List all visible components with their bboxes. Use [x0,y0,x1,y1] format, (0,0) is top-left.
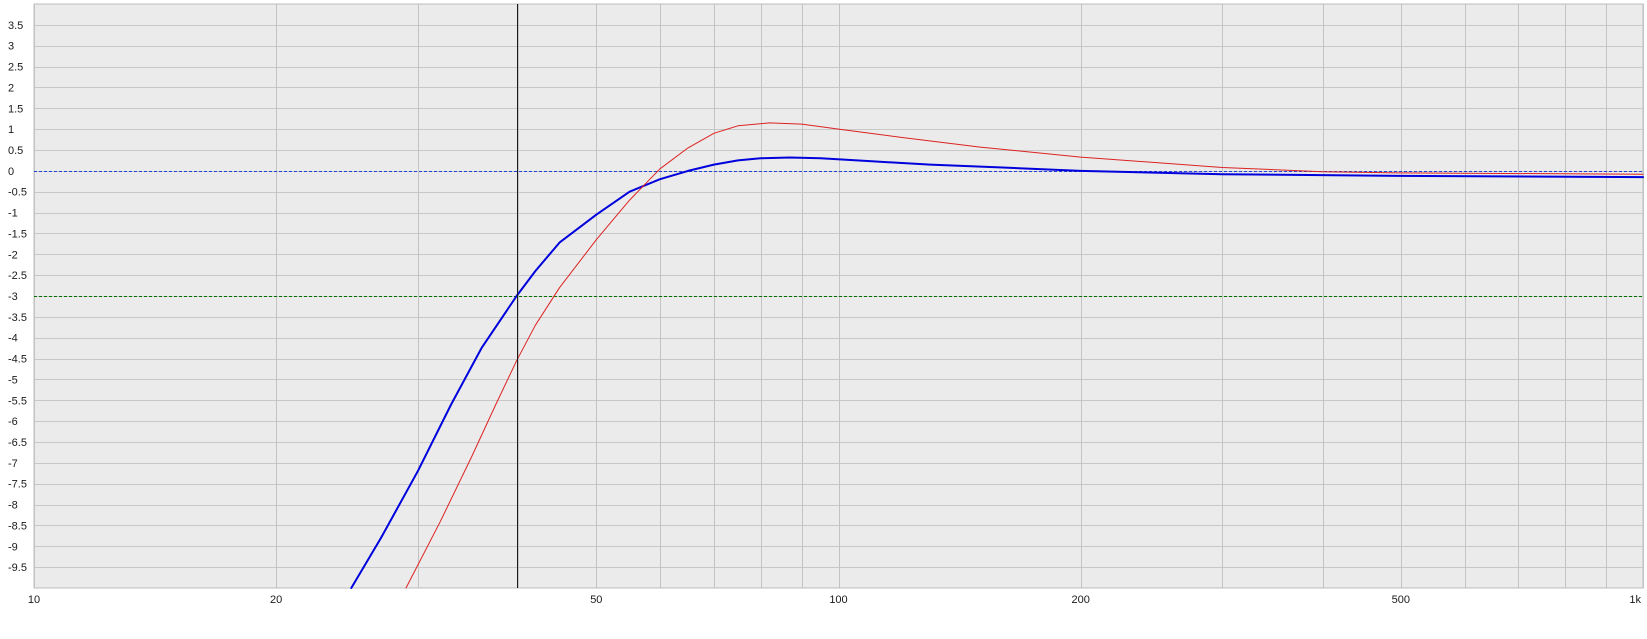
x-tick-label: 100 [829,594,847,606]
x-tick-label: 200 [1071,594,1089,606]
y-tick-label: -7.5 [8,479,27,491]
x-tick-label: 1k [1629,594,1641,606]
y-tick-label: -3.5 [8,312,27,324]
y-tick-label: -7 [8,458,18,470]
y-tick-label: -8 [8,500,18,512]
y-tick-label: -1.5 [8,228,27,240]
y-tick-label: 2.5 [8,62,23,74]
x-tick-label: 20 [270,594,282,606]
y-tick-label: -4.5 [8,354,27,366]
grid-layer [34,4,1644,588]
reference-lines [34,171,1643,297]
y-tick-labels: 3.5 3 2.5 2 1.5 1 0.5 0 -0.5 -1 -1.5 -2 -2.5 -3 -3.5 -4… [8,20,27,574]
y-tick-label: 3.5 [8,20,23,32]
y-tick-label: -4 [8,333,18,345]
y-tick-label: -1 [8,208,18,220]
series-layer [350,122,1644,589]
series-line-1 [350,156,1644,589]
y-tick-label: 1 [8,124,14,136]
y-tick-label: -6.5 [8,437,27,449]
x-tick-label: 10 [28,594,40,606]
y-tick-label: -8.5 [8,520,27,532]
y-tick-label: -2 [8,249,18,261]
y-tick-label: -9.5 [8,562,27,574]
x-tick-label: 500 [1392,594,1410,606]
y-tick-label: 2 [8,82,14,94]
series-line-2 [405,122,1644,589]
y-tick-label: -0.5 [8,187,27,199]
y-tick-label: -3 [8,291,18,303]
y-tick-label: -9 [8,541,18,553]
y-tick-label: -2.5 [8,270,27,282]
y-tick-label: -6 [8,416,18,428]
x-tick-label: 50 [590,594,602,606]
y-tick-label: -5.5 [8,395,27,407]
y-tick-label: 0 [8,166,14,178]
y-tick-label: -5 [8,374,18,386]
y-tick-label: 1.5 [8,103,23,115]
y-tick-label: 3 [8,41,14,53]
y-tick-label: 0.5 [8,145,23,157]
x-tick-labels: 10 20 50 100 200 500 1k [28,594,1642,606]
